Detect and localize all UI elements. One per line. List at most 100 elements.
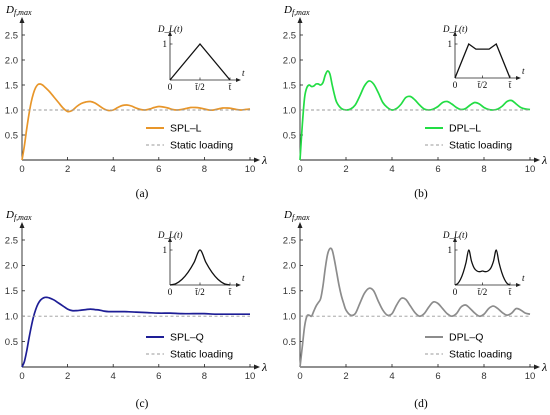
series-line-dpll bbox=[299, 70, 531, 161]
chart-panel-c: 0.51.01.52.02.50 2 4 6 8 10Df,maxλSPL–QStatic… bbox=[5, 209, 267, 410]
y-tick-label: 1.5 bbox=[5, 286, 18, 297]
series-line-spll bbox=[21, 83, 251, 161]
x-tick-label: 8 bbox=[481, 371, 486, 382]
y-tick-label: 1.5 bbox=[5, 80, 18, 91]
y-axis-title-sub: f,max bbox=[292, 8, 310, 17]
y-tick-label: 1.0 bbox=[5, 105, 18, 116]
y-tick-label: 0.5 bbox=[283, 130, 296, 141]
inset-load-curve bbox=[169, 249, 231, 286]
inset-x-tick-label: t̄/2 bbox=[477, 287, 487, 297]
y-tick-label: 2.5 bbox=[283, 235, 296, 246]
inset-x-arrow bbox=[516, 283, 521, 287]
y-tick-label: 1.0 bbox=[5, 312, 18, 323]
y-tick-label: 2.5 bbox=[5, 30, 18, 41]
x-axis-arrow bbox=[534, 364, 540, 370]
x-axis-title: λ bbox=[541, 153, 547, 167]
x-tick-label: 2 bbox=[343, 164, 348, 175]
chart-panel-a: 0.51.01.52.02.50 2 4 6 8 10Df,maxλSPL–LStatic… bbox=[5, 4, 267, 200]
y-tick-label: 2.5 bbox=[283, 30, 296, 41]
y-tick-label: 2.0 bbox=[5, 55, 18, 66]
y-axis-title-sub: f,max bbox=[292, 213, 310, 222]
y-tick-label: 2.0 bbox=[283, 261, 296, 272]
x-tick-label: 6 bbox=[435, 164, 440, 175]
legend-label: Static loading bbox=[170, 140, 233, 152]
x-tick-label: 10 bbox=[525, 164, 536, 175]
y-tick-label: 2.0 bbox=[283, 55, 296, 66]
x-tick-label: 10 bbox=[245, 371, 256, 382]
y-axis-title-sub: f,max bbox=[14, 8, 32, 17]
x-tick-label: 0 bbox=[297, 371, 302, 382]
x-tick-label: 0 bbox=[19, 164, 24, 175]
x-tick-label: 6 bbox=[156, 164, 161, 175]
y-axis-title: Df,max bbox=[283, 4, 310, 17]
x-tick-label: 4 bbox=[111, 371, 116, 382]
inset-x-label: t bbox=[242, 68, 245, 78]
y-tick-label: 1.5 bbox=[283, 286, 296, 297]
inset-y-arrow bbox=[453, 31, 457, 36]
x-tick-label: 0 bbox=[297, 164, 302, 175]
panel-caption: (d) bbox=[414, 398, 428, 410]
legend-label: SPL–L bbox=[170, 123, 202, 135]
y-tick-label: 0.5 bbox=[5, 337, 18, 348]
inset-x-tick-label: t̄ bbox=[508, 80, 512, 90]
inset-chart: 0 t̄/2 t̄ 1 D_L(t)t bbox=[442, 24, 525, 90]
x-axis-arrow bbox=[254, 364, 260, 370]
y-axis-arrow bbox=[297, 17, 303, 23]
x-tick-label: 6 bbox=[435, 371, 440, 382]
legend-label: SPL–Q bbox=[170, 332, 204, 344]
panel-caption: (a) bbox=[136, 188, 149, 200]
inset-y-arrow bbox=[168, 237, 172, 242]
inset-y-arrow bbox=[168, 31, 172, 36]
y-tick-label: 1.0 bbox=[283, 105, 296, 116]
inset-chart: 0 t̄/2 t̄ 1 D_L(t)t bbox=[157, 24, 245, 92]
inset-x-label: t bbox=[522, 273, 525, 283]
inset-x-tick-label: 0 bbox=[453, 80, 458, 90]
chart-panel-b: 0.51.01.52.02.50 2 4 6 8 10Df,maxλDPL–LStatic… bbox=[283, 4, 547, 200]
y-tick-label: 2.0 bbox=[5, 261, 18, 272]
x-tick-label: 10 bbox=[525, 371, 536, 382]
legend-label: DPL–L bbox=[449, 123, 481, 135]
inset-title: D_L(t) bbox=[442, 24, 468, 34]
inset-chart: 0 t̄/2 t̄ 1 D_L(t)t bbox=[442, 230, 525, 297]
inset-x-tick-label: 0 bbox=[453, 287, 458, 297]
y-axis-title-sub: f,max bbox=[14, 213, 32, 222]
y-axis-title-main: D bbox=[5, 209, 14, 221]
inset-x-arrow bbox=[516, 76, 521, 80]
x-tick-label: 2 bbox=[343, 371, 348, 382]
x-axis-title: λ bbox=[261, 360, 267, 374]
inset-x-tick-label: t̄/2 bbox=[194, 82, 204, 92]
y-axis-title-main: D bbox=[283, 4, 292, 16]
inset-title: D_L(t) bbox=[442, 230, 468, 240]
inset-x-tick-label: 0 bbox=[168, 287, 173, 297]
inset-x-tick-label: t̄ bbox=[228, 287, 232, 297]
panel-caption: (b) bbox=[414, 188, 428, 200]
inset-y-tick-label: 1 bbox=[448, 39, 453, 49]
x-tick-label: 4 bbox=[389, 371, 394, 382]
x-tick-label: 8 bbox=[202, 371, 207, 382]
y-tick-label: 0.5 bbox=[283, 337, 296, 348]
series-line-splq bbox=[21, 296, 250, 368]
y-tick-label: 1.5 bbox=[283, 80, 296, 91]
inset-chart: 0 t̄/2 t̄ 1 D_L(t)t bbox=[157, 230, 245, 297]
x-tick-label: 10 bbox=[245, 164, 256, 175]
y-axis-arrow bbox=[297, 222, 303, 228]
x-tick-label: 2 bbox=[65, 164, 70, 175]
inset-load-curve bbox=[169, 42, 231, 81]
y-axis-title: Df,max bbox=[283, 209, 310, 222]
inset-x-tick-label: t̄ bbox=[508, 287, 512, 297]
x-tick-label: 4 bbox=[389, 164, 394, 175]
inset-x-tick-label: t̄/2 bbox=[477, 80, 487, 90]
x-axis-arrow bbox=[254, 157, 260, 163]
inset-y-tick-label: 1 bbox=[163, 39, 168, 49]
y-tick-label: 0.5 bbox=[5, 130, 18, 141]
x-tick-label: 6 bbox=[156, 371, 161, 382]
x-axis-title: λ bbox=[261, 153, 267, 167]
inset-x-label: t bbox=[242, 273, 245, 283]
inset-load-curve bbox=[454, 249, 511, 286]
x-tick-label: 4 bbox=[111, 164, 116, 175]
x-tick-label: 8 bbox=[202, 164, 207, 175]
panel-caption: (c) bbox=[136, 398, 149, 410]
inset-title: D_L(t) bbox=[157, 24, 183, 34]
y-tick-label: 1.0 bbox=[283, 312, 296, 323]
